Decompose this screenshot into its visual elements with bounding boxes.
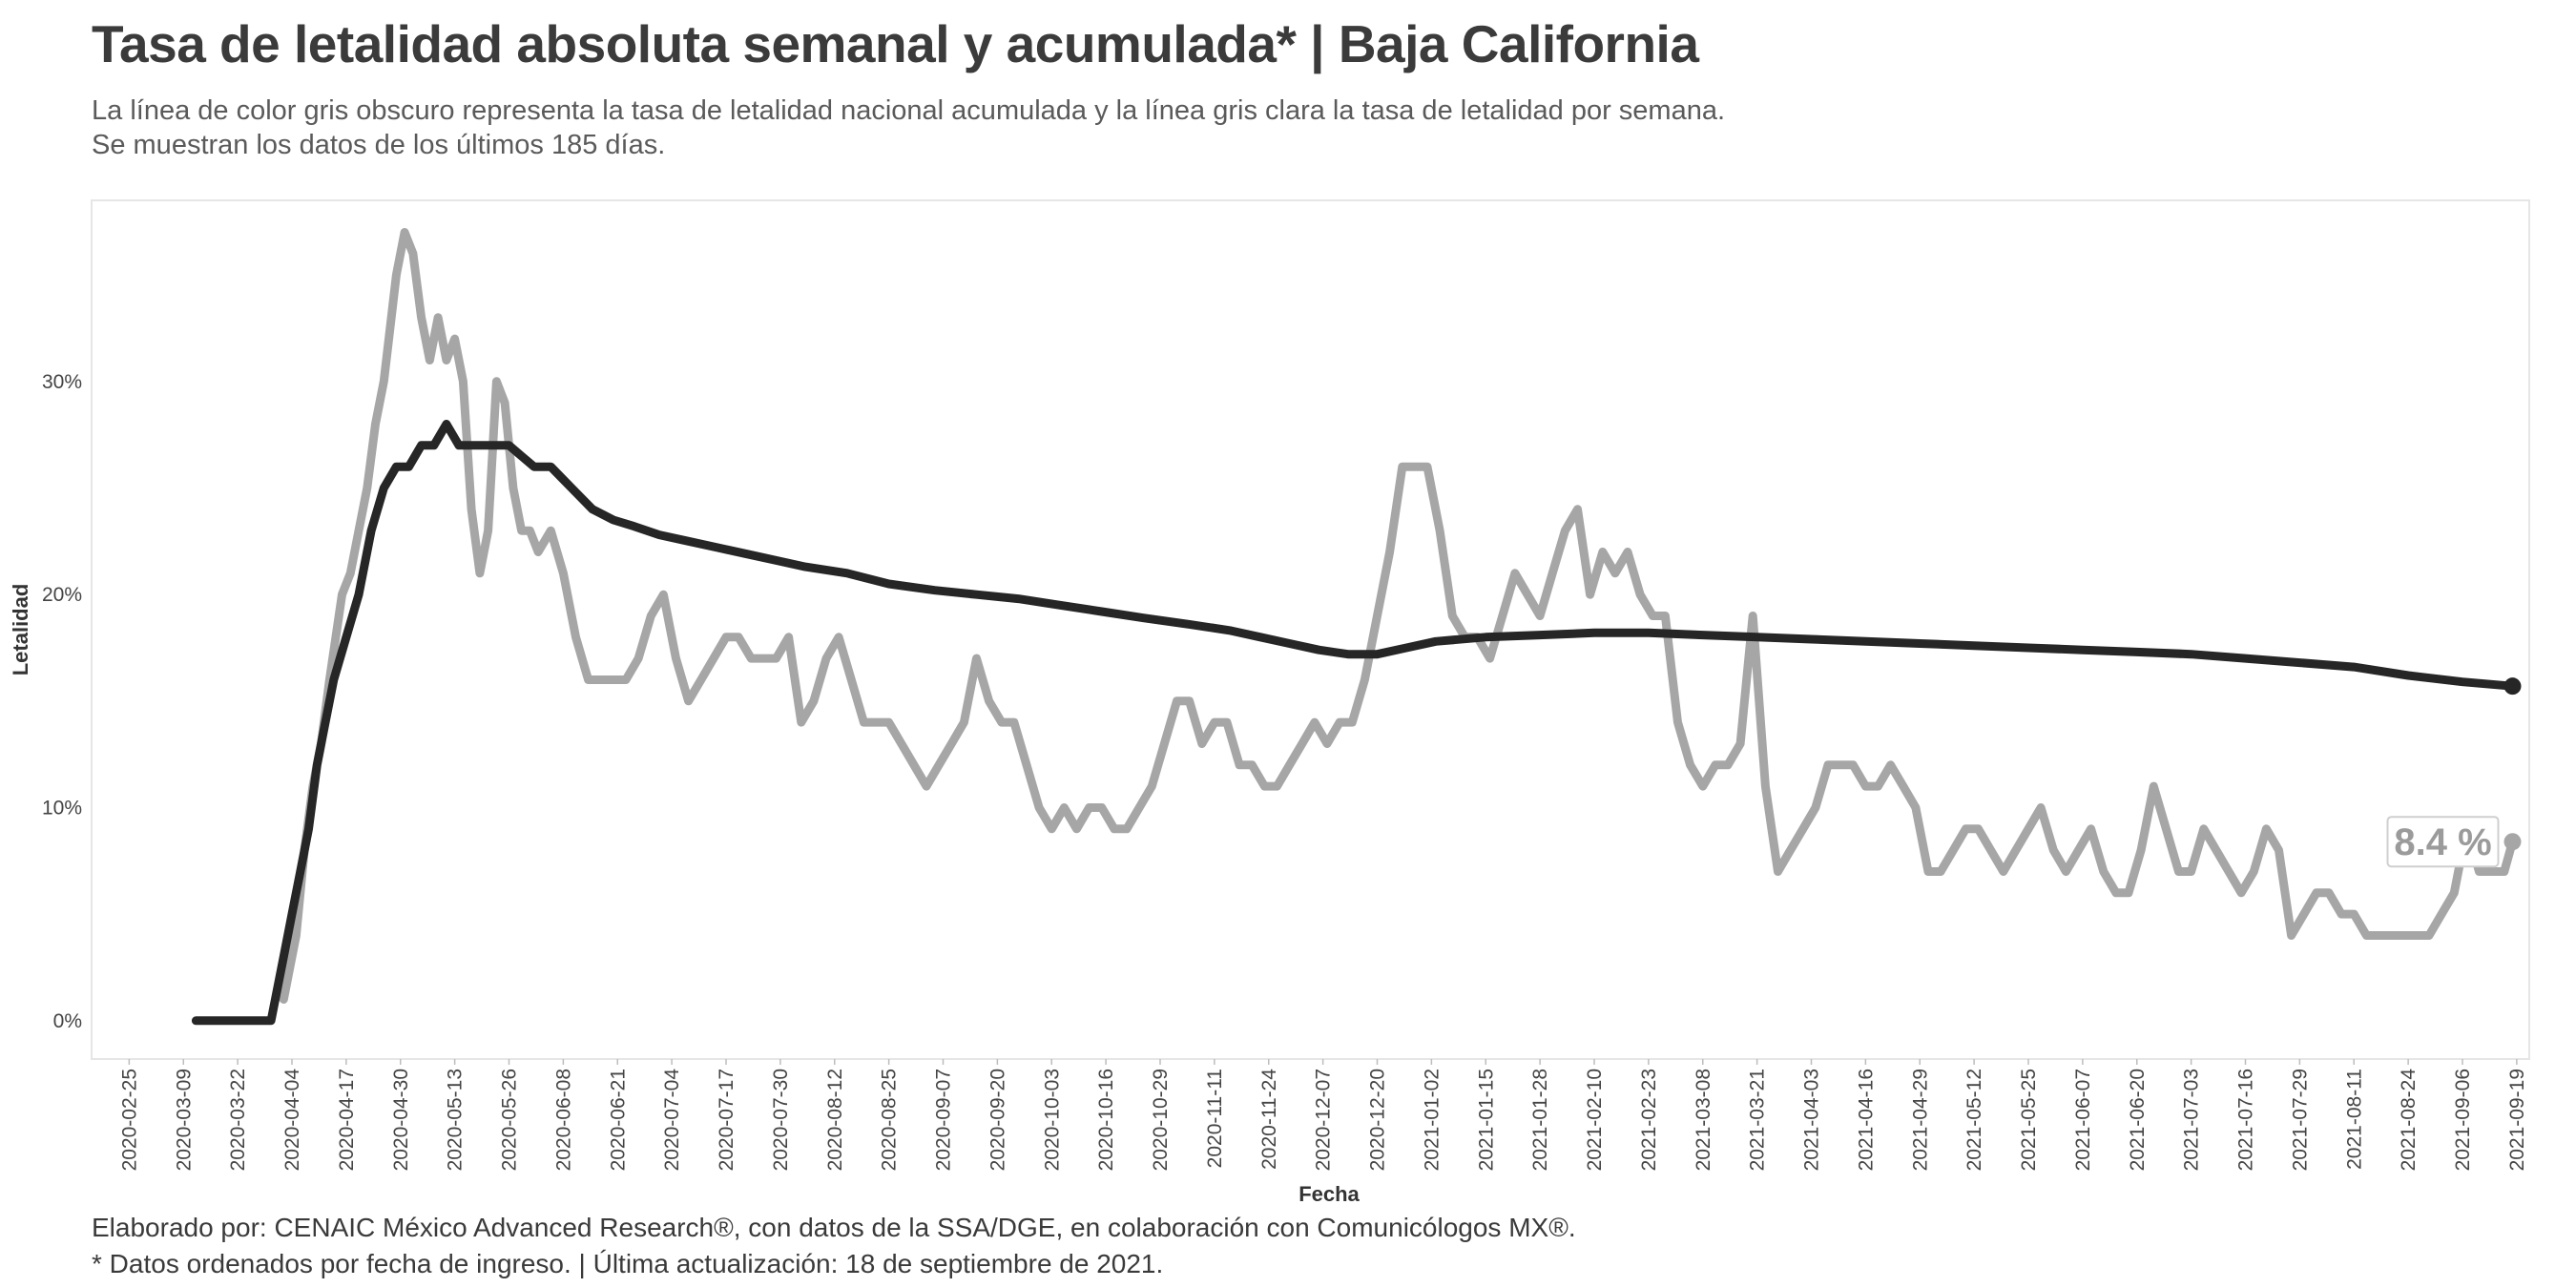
x-tick-label: 2020-03-22 [227, 1069, 249, 1171]
credit-line: Elaborado por: CENAIC México Advanced Re… [92, 1213, 1576, 1242]
y-tick-label: 0% [53, 1010, 82, 1032]
x-tick-label: 2020-04-04 [281, 1069, 303, 1172]
subtitle-line-2: Se muestran los datos de los últimos 185… [92, 130, 666, 160]
x-tick-label: 2021-03-21 [1747, 1069, 1769, 1171]
x-tick-label: 2020-07-17 [716, 1069, 737, 1171]
x-tick-label: 2020-09-20 [987, 1069, 1008, 1171]
x-tick-label: 2021-03-08 [1693, 1069, 1714, 1171]
x-tick-label: 2020-06-08 [552, 1069, 574, 1171]
chart-caption: Elaborado por: CENAIC México Advanced Re… [92, 1210, 1576, 1282]
x-tick-label: 2020-09-07 [933, 1069, 955, 1171]
x-tick-label: 2021-04-16 [1855, 1069, 1877, 1171]
y-tick-label: 20% [42, 584, 82, 606]
x-tick-label: 2021-02-10 [1584, 1069, 1606, 1171]
end-value-label-box [2386, 816, 2500, 868]
weekly-lethality-line [279, 228, 2517, 1004]
x-tick-label: 2021-06-20 [2127, 1069, 2149, 1171]
x-tick-label: 2021-07-29 [2289, 1069, 2311, 1171]
x-tick-label: 2020-10-03 [1041, 1069, 1063, 1171]
plot-frame [91, 199, 2530, 1060]
x-tick-label: 2021-09-19 [2506, 1069, 2528, 1171]
x-tick-label: 2021-07-16 [2235, 1069, 2257, 1171]
x-tick-label: 2021-01-28 [1529, 1069, 1551, 1171]
cumulative-lethality-line [191, 420, 2517, 1026]
x-tick-label: 2021-01-15 [1475, 1069, 1497, 1171]
weekly-end-point [2503, 833, 2522, 851]
x-tick-label: 2020-11-11 [1204, 1069, 1226, 1168]
x-tick-label: 2021-09-06 [2452, 1069, 2474, 1171]
x-tick-label: 2021-04-03 [1801, 1069, 1823, 1171]
x-tick-label: 2021-01-02 [1421, 1069, 1443, 1171]
x-tick-label: 2021-04-29 [1909, 1069, 1931, 1171]
x-tick-label: 2020-12-20 [1367, 1069, 1389, 1171]
y-tick-label: 30% [42, 371, 82, 393]
x-tick-label: 2020-04-17 [336, 1069, 358, 1171]
x-tick-label: 2020-07-30 [770, 1069, 792, 1171]
y-axis-title: Letalidad [9, 584, 32, 676]
x-tick-label: 2020-08-12 [824, 1069, 846, 1171]
x-tick-label: 2021-05-12 [1963, 1069, 1985, 1171]
x-tick-label: 2020-04-30 [390, 1069, 412, 1171]
x-tick-label: 2021-02-23 [1638, 1069, 1660, 1171]
x-tick-label: 2020-05-13 [445, 1069, 467, 1171]
x-tick-label: 2021-08-11 [2343, 1069, 2365, 1170]
chart-subtitle: La línea de color gris obscuro represent… [92, 93, 1725, 162]
cumulative-end-point [2503, 677, 2522, 696]
x-tick-label: 2021-05-25 [2018, 1069, 2040, 1171]
x-tick-label: 2020-10-16 [1095, 1069, 1117, 1171]
x-tick-label: 2021-06-07 [2072, 1069, 2094, 1171]
end-value-label: 8.4 % [2394, 821, 2491, 863]
y-tick-label: 10% [42, 797, 82, 819]
x-tick-label: 2021-08-24 [2398, 1069, 2420, 1172]
x-tick-label: 2020-08-25 [879, 1069, 901, 1171]
x-tick-label: 2020-05-26 [499, 1069, 521, 1171]
x-axis-title: Fecha [1298, 1182, 1360, 1206]
x-tick-label: 2020-03-09 [173, 1069, 195, 1171]
x-tick-label: 2020-10-29 [1150, 1069, 1172, 1171]
x-tick-label: 2020-07-04 [661, 1069, 683, 1172]
x-tick-label: 2020-06-21 [607, 1069, 629, 1171]
x-tick-label: 2020-11-24 [1258, 1069, 1280, 1170]
update-note: * Datos ordenados por fecha de ingreso. … [92, 1249, 1164, 1278]
y-axis-ticks: 0% 10% 20% 30% [42, 371, 82, 1032]
subtitle-line-1: La línea de color gris obscuro represent… [92, 95, 1726, 126]
x-axis-ticks: 2020-02-25 2020-03-09 2020-03-22 2020-04-04… [118, 1059, 2528, 1171]
chart-title: Tasa de letalidad absoluta semanal y acu… [92, 14, 1699, 73]
x-tick-label: 2021-07-03 [2181, 1069, 2203, 1171]
x-tick-label: 2020-02-25 [118, 1069, 140, 1171]
x-tick-label: 2020-12-07 [1313, 1069, 1335, 1171]
